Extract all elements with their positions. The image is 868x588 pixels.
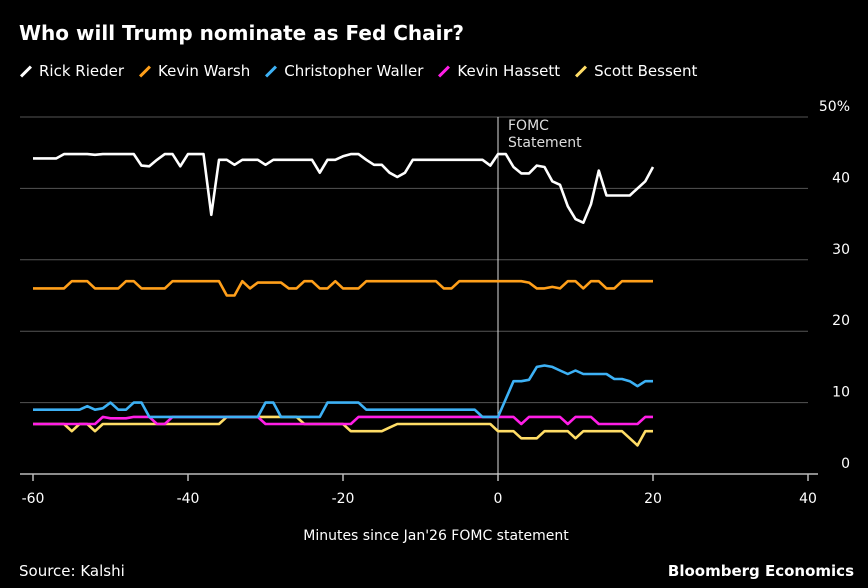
series-line-kevin-warsh <box>33 279 653 297</box>
legend-label: Kevin Hassett <box>457 62 561 80</box>
legend-item-rieder: Rick Rieder <box>19 62 124 80</box>
legend-item-hassett: Kevin Hassett <box>437 62 560 80</box>
series-line-rick-rieder <box>33 152 655 224</box>
legend: Rick Rieder Kevin Warsh Christopher Wall… <box>19 62 697 80</box>
legend-label: Rick Rieder <box>39 62 125 80</box>
x-tick-label: 20 <box>644 491 662 507</box>
x-tick-label: 0 <box>494 491 503 507</box>
fomc-annotation: Statement <box>508 135 582 151</box>
chart-title: Who will Trump nominate as Fed Chair? <box>19 21 464 45</box>
y-tick-label: 30 <box>832 242 850 258</box>
y-tick-label: 0 <box>841 456 850 472</box>
series-line-kevin-hassett <box>33 415 653 426</box>
series-line-christopher-waller <box>33 364 653 419</box>
x-tick-label: -20 <box>332 491 355 507</box>
x-axis-label: Minutes since Jan'26 FOMC statement <box>303 528 569 544</box>
series-line-scott-bessent <box>33 415 653 447</box>
legend-label: Christopher Waller <box>284 62 424 80</box>
fomc-annotation: FOMC <box>508 118 549 134</box>
y-tick-label: 40 <box>832 170 850 186</box>
legend-item-waller: Christopher Waller <box>264 62 423 80</box>
legend-item-bessent: Scott Bessent <box>574 62 697 80</box>
x-tick-label: -40 <box>177 491 200 507</box>
legend-item-warsh: Kevin Warsh <box>138 62 250 80</box>
y-tick-label: 10 <box>832 385 850 401</box>
y-tick-label: 20 <box>832 313 850 329</box>
legend-label: Kevin Warsh <box>158 62 251 80</box>
brand-logo-text: Bloomberg Economics <box>667 562 854 580</box>
x-tick-label: 40 <box>799 491 817 507</box>
source-note: Source: Kalshi <box>19 562 125 580</box>
legend-label: Scott Bessent <box>594 62 698 80</box>
x-tick-label: -60 <box>22 491 45 507</box>
y-tick-label: 50% <box>819 99 850 115</box>
